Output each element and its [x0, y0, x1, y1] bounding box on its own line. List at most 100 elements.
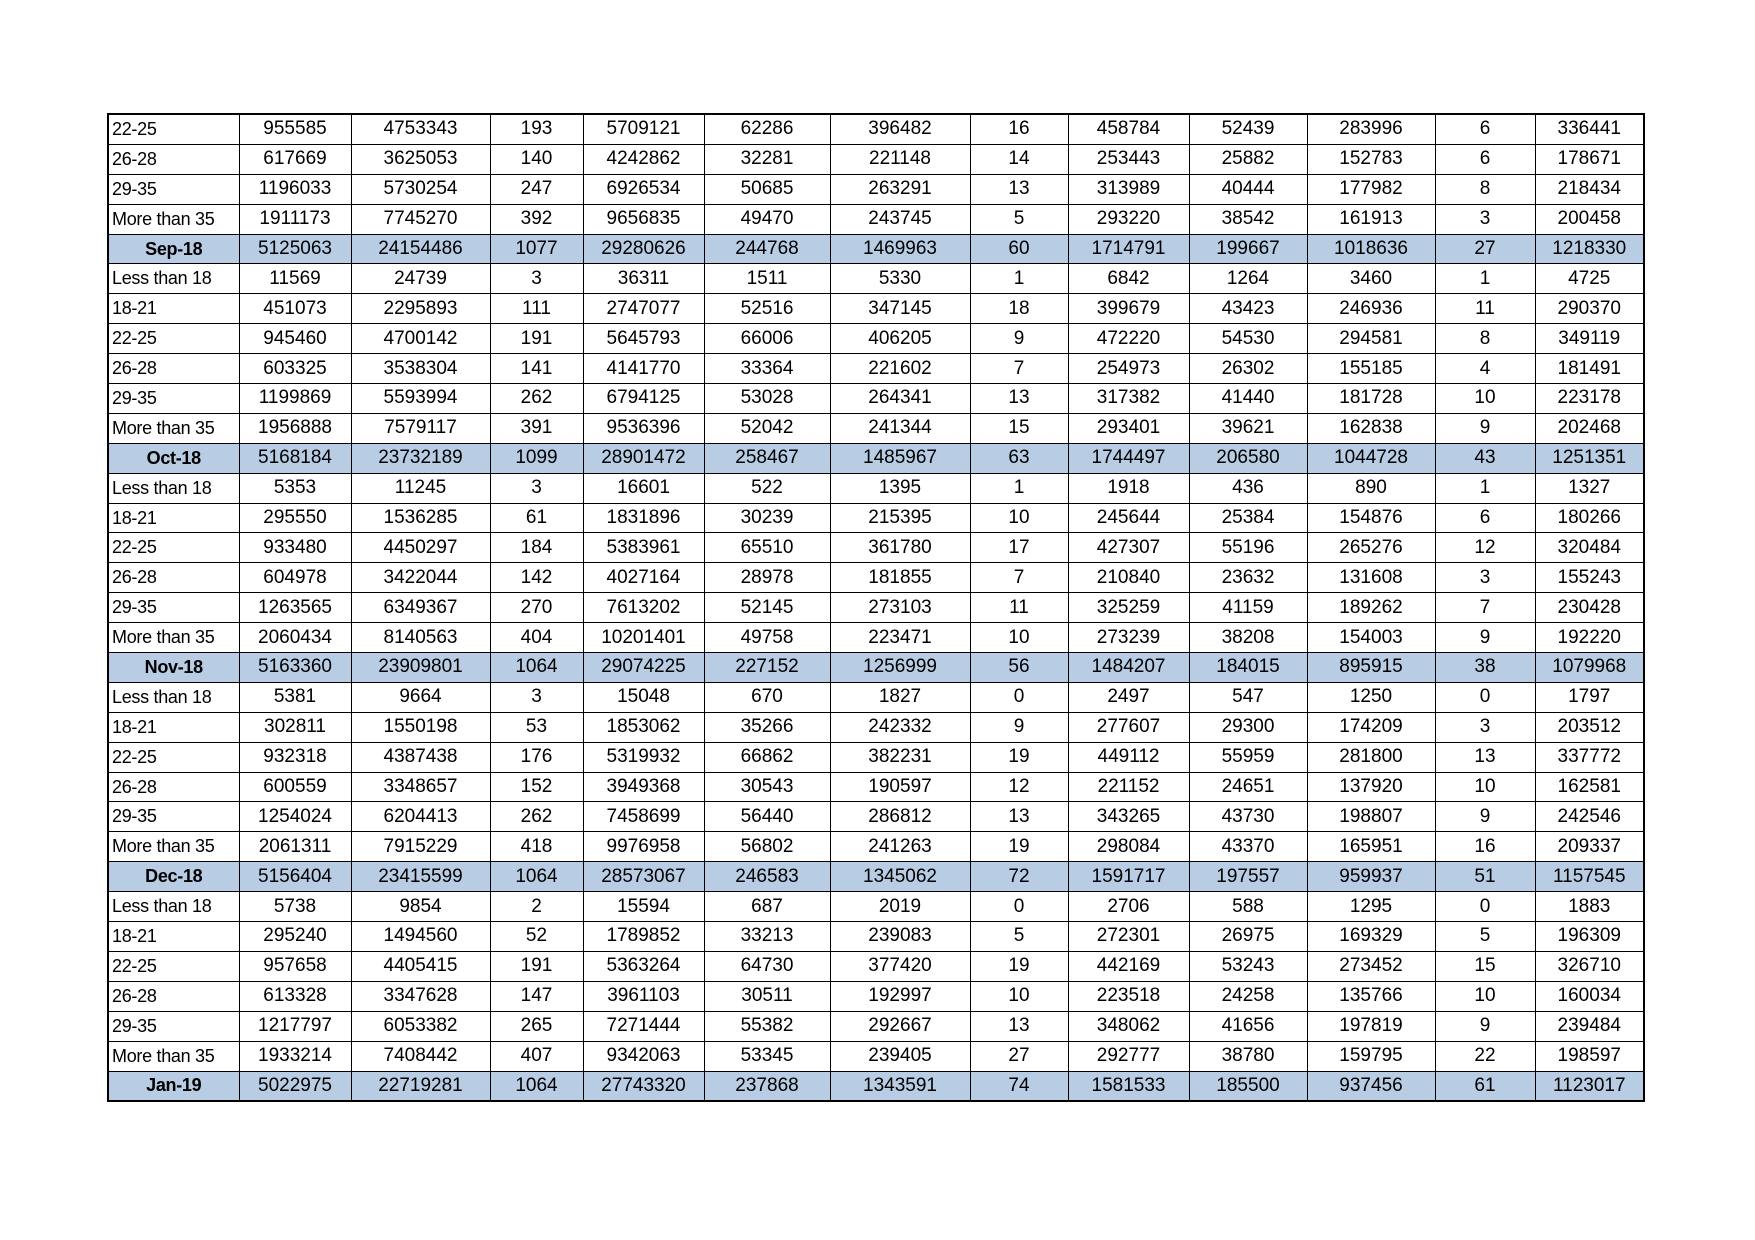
value-cell: 3460: [1306, 263, 1436, 295]
value-cell: 54530: [1188, 323, 1308, 355]
value-cell: 449112: [1067, 741, 1190, 773]
value-cell: 176: [489, 741, 584, 773]
value-cell: 302811: [238, 711, 352, 743]
value-cell: 33213: [703, 921, 831, 952]
value-cell: 932318: [238, 741, 352, 773]
value-cell: 27: [969, 1040, 1069, 1072]
row-label-cell: 18-21: [107, 502, 240, 534]
value-cell: 22: [1434, 1040, 1536, 1072]
table-row: 29-35 1254024 6204413 262 7458699 56440 286812…: [107, 801, 1645, 833]
value-cell: 377420: [829, 950, 971, 982]
value-cell: 9854: [350, 891, 491, 923]
value-cell: 43370: [1188, 831, 1308, 863]
row-label-cell: Less than 18: [107, 681, 240, 713]
row-label-cell: 26-28: [107, 143, 240, 175]
value-cell: 9: [1434, 1010, 1536, 1042]
table-row: More than 35 1956888 7579117 391 9536396 5204…: [107, 412, 1645, 444]
value-cell: 1956888: [238, 412, 352, 444]
value-cell: 472220: [1067, 323, 1190, 355]
row-label-cell: 29-35: [107, 1010, 240, 1042]
value-cell: 264341: [829, 383, 971, 414]
value-cell: 3538304: [350, 353, 491, 385]
value-cell: 286812: [829, 801, 971, 833]
value-cell: 4: [1434, 353, 1536, 385]
value-cell: 670: [703, 681, 831, 713]
value-cell: 1196033: [238, 173, 352, 205]
value-cell: 169329: [1306, 921, 1436, 952]
value-cell: 320484: [1534, 532, 1645, 564]
value-cell: 7458699: [582, 801, 705, 833]
value-cell: 180266: [1534, 502, 1645, 534]
value-cell: 11: [969, 592, 1069, 624]
value-cell: 1511: [703, 263, 831, 295]
value-cell: 72: [969, 861, 1069, 893]
value-cell: 244768: [703, 233, 831, 265]
value-cell: 9656835: [582, 203, 705, 235]
value-cell: 3: [489, 472, 584, 504]
row-label-cell: Nov-18: [107, 652, 240, 683]
value-cell: 55382: [703, 1010, 831, 1042]
value-cell: 28901472: [582, 442, 705, 474]
value-cell: 39621: [1188, 412, 1308, 444]
value-cell: 53243: [1188, 950, 1308, 982]
value-cell: 192220: [1534, 622, 1645, 654]
value-cell: 343265: [1067, 801, 1190, 833]
value-cell: 1494560: [350, 921, 491, 952]
value-cell: 230428: [1534, 592, 1645, 624]
value-cell: 5: [969, 921, 1069, 952]
month-total-row: Nov-18 5163360 23909801 1064 29074225 227152 1…: [107, 652, 1645, 683]
value-cell: 9342063: [582, 1040, 705, 1072]
value-cell: 4027164: [582, 562, 705, 594]
value-cell: 61: [1434, 1070, 1536, 1102]
value-cell: 55196: [1188, 532, 1308, 564]
value-cell: 270: [489, 592, 584, 624]
value-cell: 8140563: [350, 622, 491, 654]
value-cell: 190597: [829, 771, 971, 803]
value-cell: 0: [969, 681, 1069, 713]
value-cell: 49470: [703, 203, 831, 235]
value-cell: 1157545: [1534, 861, 1645, 893]
value-cell: 1883: [1534, 891, 1645, 923]
row-label-cell: 29-35: [107, 592, 240, 624]
value-cell: 210840: [1067, 562, 1190, 594]
value-cell: 30543: [703, 771, 831, 803]
value-cell: 5330: [829, 263, 971, 295]
table-row: 29-35 1196033 5730254 247 6926534 50685 263291…: [107, 173, 1645, 205]
value-cell: 221148: [829, 143, 971, 175]
value-cell: 16: [969, 113, 1069, 145]
row-label-cell: 29-35: [107, 383, 240, 414]
value-cell: 198597: [1534, 1040, 1645, 1072]
table-row: 22-25 932318 4387438 176 5319932 66862 382231 1…: [107, 741, 1645, 773]
value-cell: 27: [1434, 233, 1536, 265]
value-cell: 613328: [238, 980, 352, 1012]
value-cell: 162581: [1534, 771, 1645, 803]
value-cell: 1327: [1534, 472, 1645, 504]
value-cell: 1: [969, 472, 1069, 504]
value-cell: 1853062: [582, 711, 705, 743]
row-label-cell: 22-25: [107, 532, 240, 564]
value-cell: 9: [1434, 801, 1536, 833]
value-cell: 28573067: [582, 861, 705, 893]
row-label-cell: More than 35: [107, 412, 240, 444]
table-row: More than 35 1911173 7745270 392 9656835 4947…: [107, 203, 1645, 235]
value-cell: 9: [1434, 622, 1536, 654]
value-cell: 281800: [1306, 741, 1436, 773]
value-cell: 246583: [703, 861, 831, 893]
table-row: 26-28 613328 3347628 147 3961103 30511 192997 1…: [107, 980, 1645, 1012]
value-cell: 687: [703, 891, 831, 923]
value-cell: 5381: [238, 681, 352, 713]
value-cell: 3: [1434, 711, 1536, 743]
value-cell: 5125063: [238, 233, 352, 265]
table-row: 18-21 295550 1536285 61 1831896 30239 215395 10…: [107, 502, 1645, 534]
row-label-cell: 26-28: [107, 353, 240, 385]
value-cell: 273103: [829, 592, 971, 624]
value-cell: 35266: [703, 711, 831, 743]
value-cell: 4141770: [582, 353, 705, 385]
value-cell: 15048: [582, 681, 705, 713]
table-row: More than 35 2061311 7915229 418 9976958 5680…: [107, 831, 1645, 863]
value-cell: 317382: [1067, 383, 1190, 414]
value-cell: 16601: [582, 472, 705, 504]
value-cell: 55959: [1188, 741, 1308, 773]
value-cell: 161913: [1306, 203, 1436, 235]
value-cell: 603325: [238, 353, 352, 385]
